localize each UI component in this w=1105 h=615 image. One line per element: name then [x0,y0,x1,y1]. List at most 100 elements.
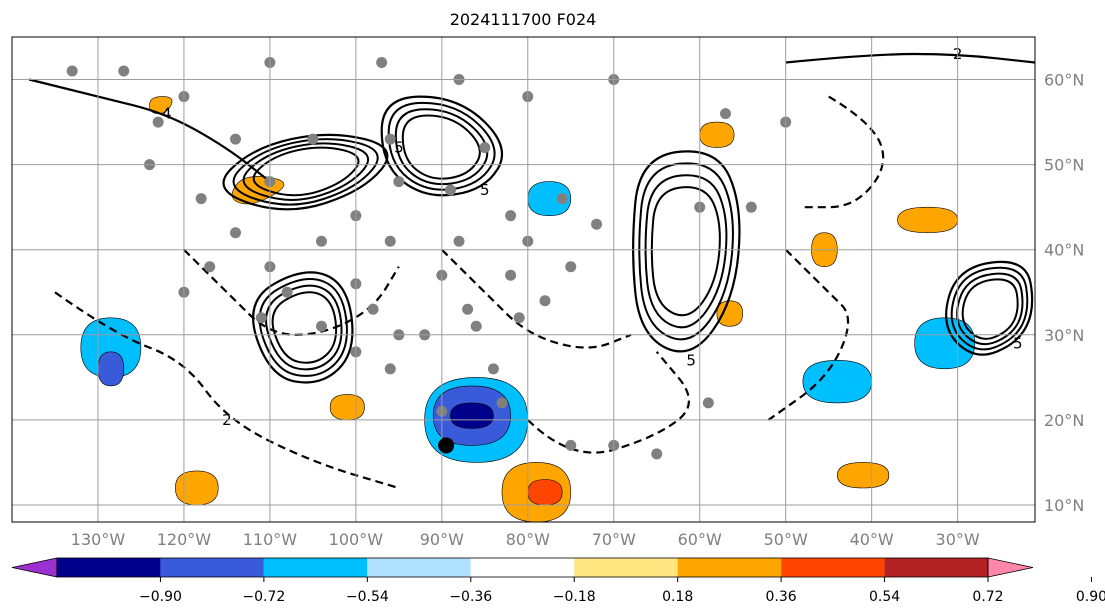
station-marker [556,193,568,205]
station-marker [505,269,517,281]
station-marker [384,235,396,247]
station-marker [513,312,525,324]
colorbar-segment [574,558,678,577]
contour-solid [956,272,1024,346]
station-marker [384,133,396,145]
contour-label: 5 [480,181,490,199]
colorbar-extend-low [11,557,58,578]
colorbar-segment [470,558,575,577]
station-marker [470,320,482,332]
lat-tick-label: 40°N [1044,241,1084,260]
shaded-region [836,462,890,489]
station-marker [230,133,242,145]
colorbar-segment [160,558,264,577]
storm-center-marker [438,437,455,454]
colorbar-segment [263,558,368,577]
shaded-region [716,300,744,327]
station-marker [479,142,491,154]
colorbar-tick-label: 0.90 [1076,589,1105,605]
colorbar-tick-label: −0.54 [346,589,389,605]
station-marker [152,116,164,128]
station-marker [315,320,327,332]
colorbar-tick-label: −0.72 [242,589,285,605]
contour-solid [222,133,389,211]
colorbar-tick-label: −0.18 [553,589,596,605]
station-marker [496,397,508,409]
colorbar-tick-label: 0.18 [662,589,693,605]
colorbar-tick-label: 0.72 [972,589,1003,605]
station-marker [376,57,388,69]
contour-label: 5 [686,351,696,369]
station-marker [453,235,465,247]
contour-solid [232,138,379,206]
station-marker [230,227,242,239]
lon-tick-label: 130°W [71,530,126,549]
colorbar-extend-high [987,557,1034,578]
station-marker [307,133,319,145]
station-marker [487,363,499,375]
contour-solid [638,162,734,341]
contour-solid [961,278,1019,340]
shaded-region [527,181,572,217]
shaded-region [699,121,735,148]
contour-solid [650,186,721,317]
shaded-region [80,317,142,378]
station-marker [591,218,603,230]
colorbar-tick-label: 0.54 [869,589,900,605]
shaded-region [329,394,365,421]
contour-solid [394,108,489,186]
station-marker [505,210,517,222]
station-marker [444,184,456,196]
station-marker [651,448,663,460]
lon-tick-label: 100°W [329,530,384,549]
contour-solid [252,271,354,384]
contour-solid [644,174,728,329]
lon-tick-label: 90°W [420,530,464,549]
station-marker [745,201,757,213]
chart-title: 2024111700 F024 [450,10,597,29]
colorbar-frame [56,557,989,578]
lon-tick-label: 70°W [592,530,636,549]
contour-solid [401,114,481,180]
lat-tick-label: 50°N [1044,156,1084,175]
lon-tick-label: 60°W [678,530,722,549]
shaded-region [897,206,958,234]
contour-solid [28,78,271,183]
contour-solid [632,150,741,353]
contour-dashed [441,248,632,349]
contour-solid [785,52,1035,64]
station-marker [702,397,714,409]
station-marker [384,363,396,375]
station-marker [255,312,267,324]
shaded-region [914,317,976,370]
lat-tick-label: 60°N [1044,71,1084,90]
station-marker [565,261,577,273]
station-marker [66,65,78,77]
station-marker [565,439,577,451]
contour-solid [271,291,338,364]
contour-solid [387,101,496,191]
colorbar-segment [57,558,161,577]
lat-tick-label: 20°N [1044,411,1084,430]
lon-tick-label: 50°W [764,530,808,549]
contour-label: 4 [162,105,172,123]
colorbar-tick-label: −0.90 [139,589,182,605]
contour-solid [242,142,370,201]
station-marker [462,303,474,315]
station-marker [539,295,551,307]
shaded-region [149,96,173,114]
shaded-region [174,470,219,506]
colorbar-segment [884,558,988,577]
colorbar-tick-label: −0.36 [449,589,492,605]
shaded-region [802,359,873,404]
colorbar-segment [781,558,885,577]
station-marker [720,108,732,120]
colorbar-tick-label: 0.36 [766,589,797,605]
station-marker [195,193,207,205]
station-marker [281,286,293,298]
lon-tick-label: 30°W [936,530,980,549]
lon-tick-label: 80°W [506,530,550,549]
lat-tick-label: 30°N [1044,326,1084,345]
